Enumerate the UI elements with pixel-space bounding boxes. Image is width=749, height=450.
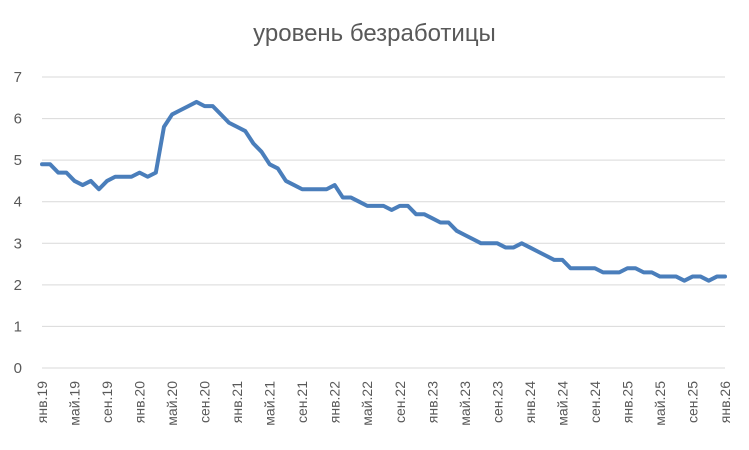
y-tick-label: 3 xyxy=(14,235,22,252)
x-tick-label: сен.25 xyxy=(684,381,700,423)
x-tick-label: сен.23 xyxy=(489,381,505,423)
x-tick-label: май.23 xyxy=(457,381,473,426)
x-tick-label: сен.21 xyxy=(294,381,310,423)
x-tick-label: янв.23 xyxy=(424,381,440,423)
y-tick-label: 6 xyxy=(14,111,22,128)
x-tick-label: май.21 xyxy=(262,381,278,426)
x-tick-label: май.22 xyxy=(359,381,375,426)
y-tick-label: 4 xyxy=(14,194,22,211)
x-tick-label: сен.22 xyxy=(392,381,408,423)
series-line-unemployment xyxy=(40,99,727,283)
x-tick-label: янв.24 xyxy=(522,381,538,423)
x-tick-label: янв.26 xyxy=(717,381,733,423)
x-tick-label: май.24 xyxy=(554,381,570,426)
y-tick-label: 5 xyxy=(14,152,22,169)
x-tick-label: сен.19 xyxy=(99,381,115,423)
x-tick-label: май.25 xyxy=(652,381,668,426)
x-tick-label: янв.21 xyxy=(229,381,245,423)
x-tick-label: янв.20 xyxy=(132,381,148,423)
x-tick-label: янв.19 xyxy=(34,381,50,423)
y-tick-label: 7 xyxy=(14,69,22,86)
chart-title: уровень безработицы xyxy=(253,20,496,47)
x-tick-label: май.19 xyxy=(67,381,83,426)
y-tick-label: 2 xyxy=(14,277,22,294)
x-tick-label: янв.22 xyxy=(327,381,343,423)
x-tick-label: сен.20 xyxy=(197,381,213,423)
y-tick-label: 0 xyxy=(14,360,22,377)
y-tick-label: 1 xyxy=(14,318,22,335)
x-tick-label: сен.24 xyxy=(587,381,603,423)
x-tick-label: май.20 xyxy=(164,381,180,426)
x-tick-label: янв.25 xyxy=(619,381,635,423)
